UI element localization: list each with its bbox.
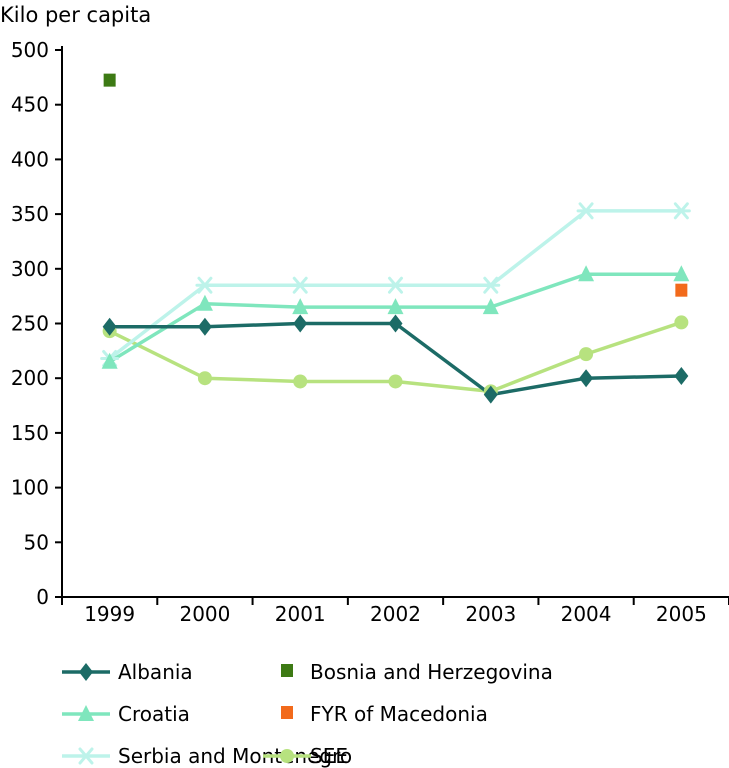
x-tick-label: 2004	[561, 602, 612, 626]
legend-marker-see	[280, 749, 294, 763]
y-tick-label: 300	[11, 257, 49, 281]
legend-label-croatia: Croatia	[118, 702, 190, 726]
data-point-croatia	[292, 298, 309, 315]
data-point-serbia-and-montenegro	[481, 276, 501, 294]
legend-label-bosnia-and-herzegovina: Bosnia and Herzegovina	[310, 660, 553, 684]
data-point-see	[388, 374, 403, 389]
legend: Albania Bosnia and Herzegovina Croatia FYR …	[62, 660, 553, 768]
axes	[61, 46, 729, 598]
data-point-albania	[579, 369, 594, 388]
series-markers	[100, 73, 691, 404]
legend-item-serbia-and-montenegro: Serbia and Montenegro	[62, 744, 352, 768]
legend-item-bosnia-and-herzegovina: Bosnia and Herzegovina	[281, 660, 553, 684]
y-axis-ticks: 0 50 100 150 200 250 300 350 400 450 500	[11, 38, 62, 609]
data-point-serbia-and-montenegro	[576, 202, 596, 220]
y-tick-label: 350	[11, 202, 49, 226]
data-point-croatia	[101, 352, 118, 369]
data-point-albania	[293, 314, 308, 333]
y-tick-label: 450	[11, 93, 49, 117]
data-point-serbia-and-montenegro	[195, 276, 215, 294]
data-point-bosnia-and-herzegovina	[103, 73, 116, 87]
y-tick-label: 500	[11, 38, 49, 62]
legend-item-see: SEE	[263, 744, 348, 768]
x-tick-label: 2000	[179, 602, 230, 626]
y-tick-label: 200	[11, 366, 49, 390]
data-point-croatia	[196, 294, 213, 311]
legend-label-see: SEE	[310, 744, 348, 768]
data-point-albania	[674, 367, 689, 386]
x-tick-label: 2001	[275, 602, 326, 626]
data-point-albania	[197, 317, 212, 336]
y-tick-label: 50	[24, 530, 49, 554]
legend-label-albania: Albania	[118, 660, 193, 684]
y-tick-label: 150	[11, 421, 49, 445]
legend-marker-croatia	[78, 705, 94, 721]
legend-item-croatia: Croatia	[62, 702, 190, 726]
data-point-serbia-and-montenegro	[671, 202, 691, 220]
y-tick-label: 400	[11, 147, 49, 171]
data-point-see	[197, 371, 212, 386]
data-point-albania	[102, 317, 117, 336]
data-point-serbia-and-montenegro	[290, 276, 310, 294]
legend-marker-fyr-of-macedonia	[281, 706, 293, 719]
data-point-croatia	[482, 298, 499, 315]
data-point-fyr-of-macedonia	[675, 283, 688, 297]
legend-marker-bosnia-and-herzegovina	[281, 664, 293, 677]
legend-item-albania: Albania	[62, 660, 193, 684]
data-point-see	[674, 315, 689, 330]
x-tick-label: 1999	[84, 602, 135, 626]
y-tick-label: 250	[11, 312, 49, 336]
data-point-croatia	[387, 298, 404, 315]
x-tick-label: 2005	[656, 602, 707, 626]
x-tick-label: 2002	[370, 602, 421, 626]
legend-marker-albania	[79, 663, 93, 681]
legend-marker-serbia-and-montenegro	[76, 747, 96, 765]
data-point-croatia	[673, 265, 690, 282]
data-point-see	[293, 374, 308, 389]
data-point-croatia	[578, 265, 595, 282]
data-point-see	[579, 347, 594, 362]
y-tick-label: 100	[11, 476, 49, 500]
x-axis-ticks: 1999 2000 2001 2002 2003 2004 2005	[61, 597, 729, 626]
legend-item-fyr-of-macedonia: FYR of Macedonia	[281, 702, 488, 726]
x-tick-label: 2003	[465, 602, 516, 626]
data-point-albania	[483, 385, 498, 404]
y-tick-label: 0	[36, 585, 49, 609]
y-axis-label: Kilo per capita	[0, 3, 151, 27]
data-point-albania	[388, 314, 403, 333]
legend-label-serbia-and-montenegro: Serbia and Montenegro	[118, 744, 352, 768]
legend-label-fyr-of-macedonia: FYR of Macedonia	[310, 702, 488, 726]
data-point-serbia-and-montenegro	[386, 276, 405, 294]
